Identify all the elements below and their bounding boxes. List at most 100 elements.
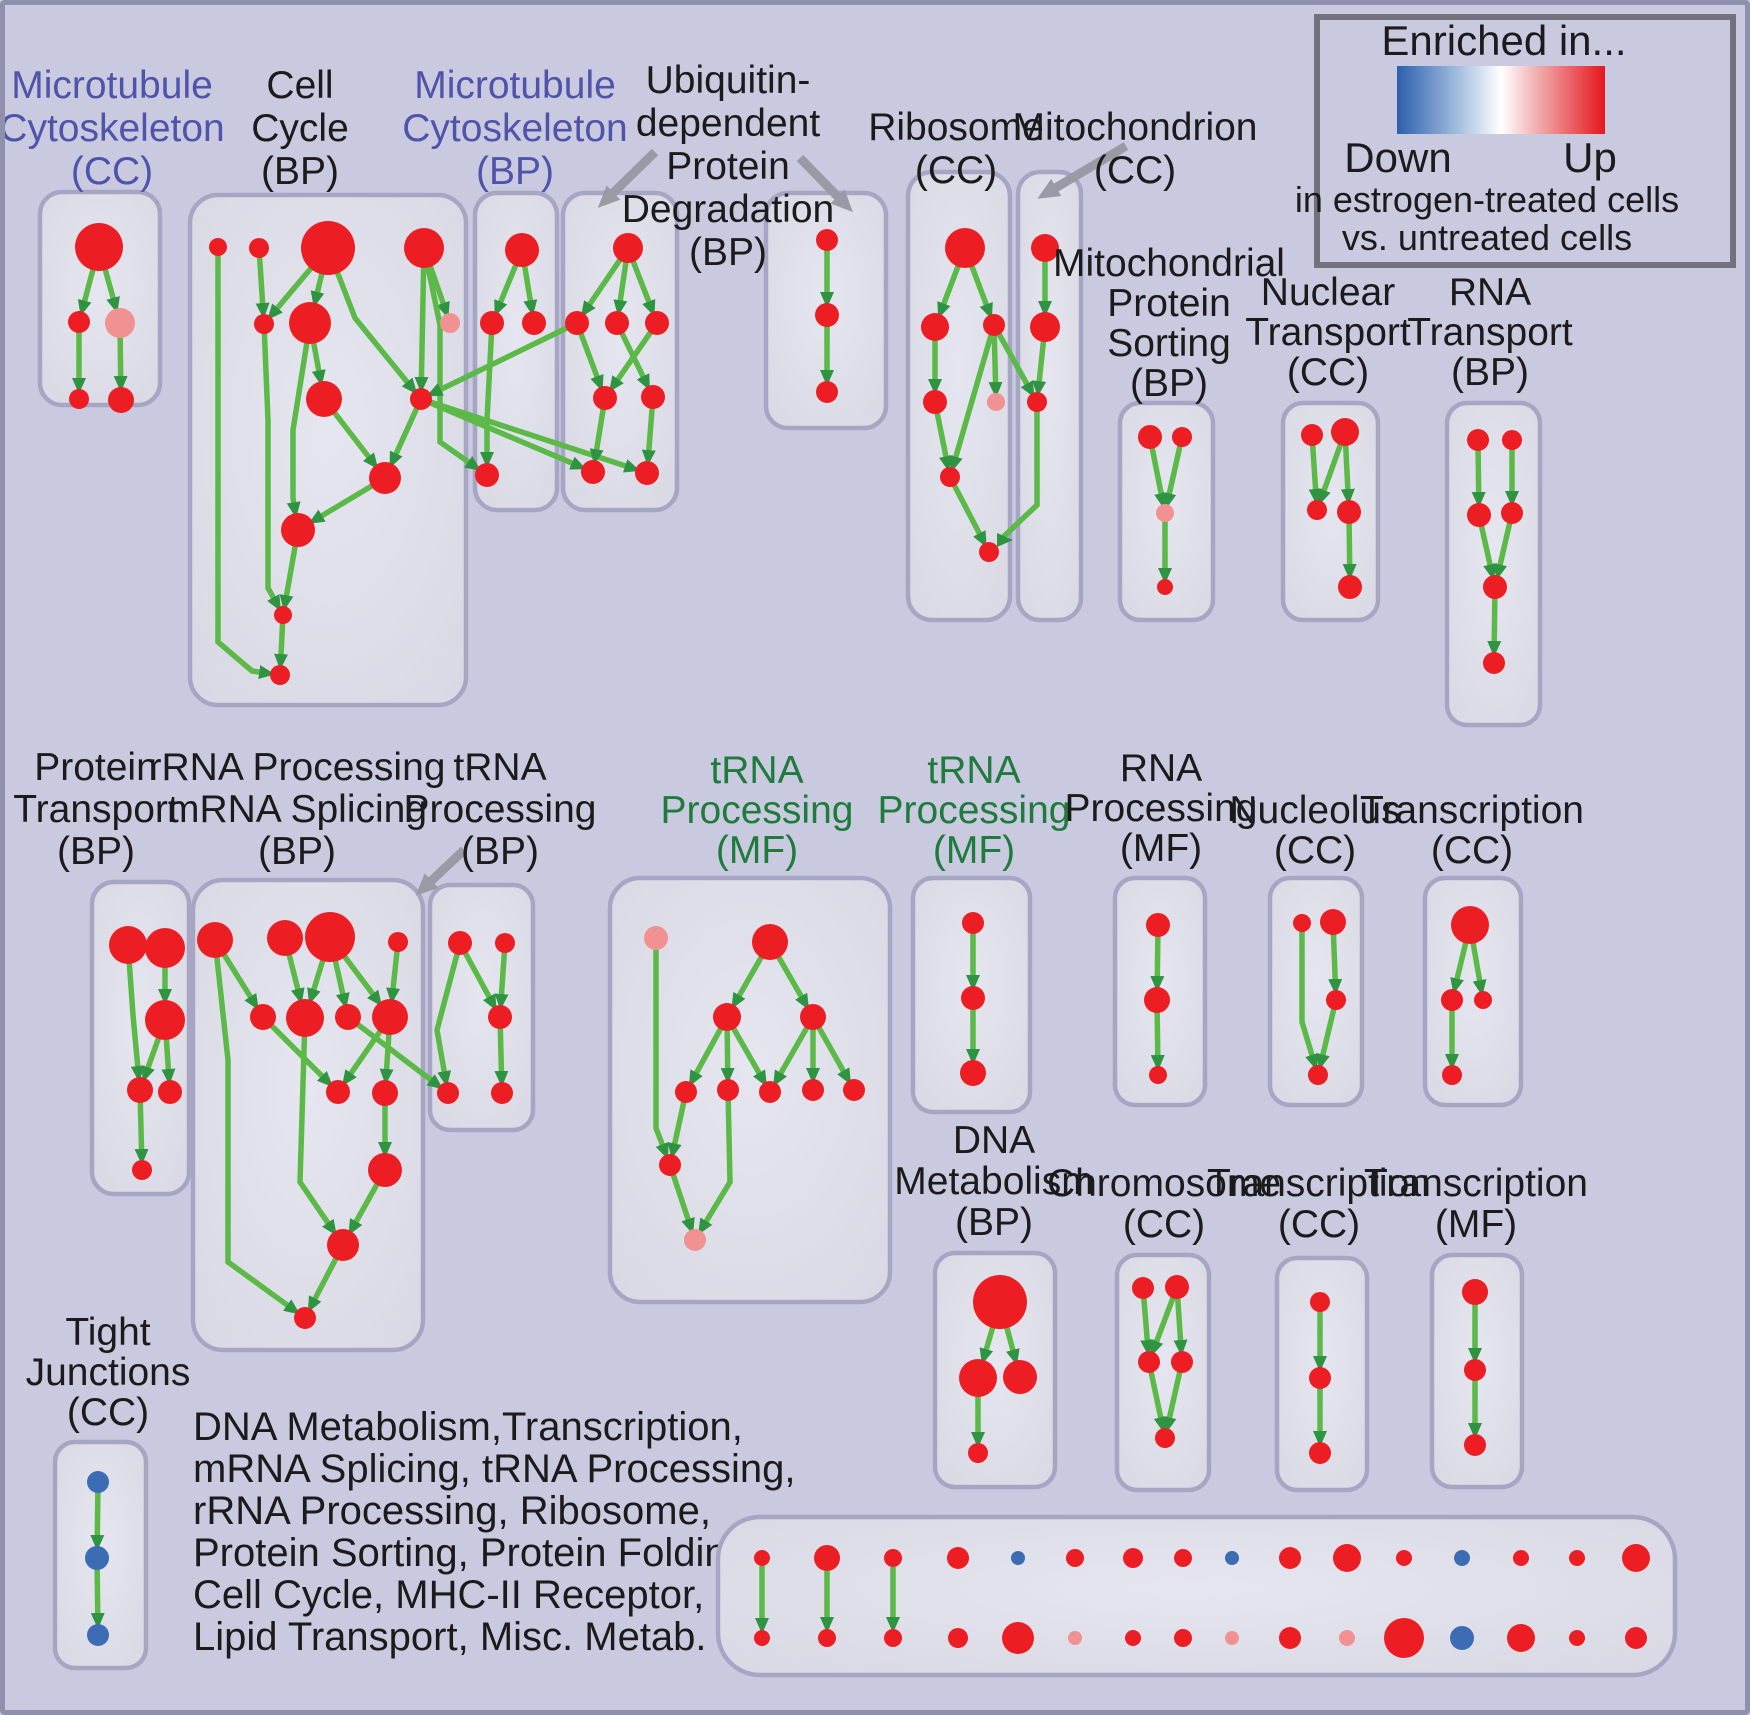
- edge-C5-C12: [261, 323, 281, 612]
- strip-node-bottom-15: [1625, 1627, 1647, 1649]
- legend-down-label: Down: [1344, 134, 1451, 181]
- edge-U2-C9: [426, 320, 579, 397]
- go-group-box-nuclear-transport: [1280, 400, 1381, 623]
- strip-node-bottom-5: [1068, 1631, 1082, 1645]
- go-term-node-F3: [713, 1003, 741, 1031]
- strip-node-top-13: [1513, 1550, 1529, 1566]
- go-term-node-S6: [132, 1160, 152, 1180]
- strip-node-bottom-11: [1384, 1618, 1424, 1658]
- misc-cluster-text: DNA Metabolism,Transcription, mRNA Splici…: [193, 1405, 795, 1659]
- go-term-node-D1: [368, 1153, 402, 1187]
- go-term-node-K3: [960, 1060, 986, 1086]
- go-term-node-C11: [281, 513, 315, 547]
- go-term-node-R7: [979, 542, 999, 562]
- strip-node-bottom-7: [1174, 1629, 1192, 1647]
- go-term-node-J1: [1293, 914, 1311, 932]
- edge-G2-D2: [297, 1017, 337, 1236]
- go-term-node-X2: [495, 933, 515, 953]
- go-term-node-E1: [1132, 1277, 1154, 1299]
- edge-R6-R7: [947, 475, 987, 548]
- go-term-nodes: [68, 221, 1523, 1646]
- strip-node-bottom-1: [818, 1629, 836, 1647]
- go-term-node-P3: [1156, 504, 1174, 522]
- strip-node-top-8: [1225, 1551, 1239, 1565]
- go-term-node-C10: [369, 462, 401, 494]
- go-term-node-T2: [267, 920, 303, 956]
- mito-sorting-label: Mitochondrial Protein Sorting (BP): [1053, 242, 1285, 405]
- go-term-node-H1: [326, 1080, 350, 1104]
- chromosome-label: Chromosome (CC): [1047, 1162, 1281, 1246]
- go-term-node-Z3: [87, 1624, 109, 1646]
- group-labels: Microtubule Cytoskeleton (CC) Cell Cycle (BP)…: [0, 59, 1588, 1659]
- edge-F1-F10: [653, 938, 669, 1160]
- go-term-node-C4: [404, 228, 444, 268]
- tight-junctions-label: Tight Junctions (CC): [26, 1311, 191, 1434]
- go-term-node-S5: [158, 1080, 182, 1104]
- go-term-node-G1: [250, 1004, 276, 1030]
- go-term-node-D3: [294, 1307, 316, 1329]
- go-term-node-U5: [593, 386, 617, 410]
- go-term-node-P2: [1172, 427, 1192, 447]
- go-term-node-Y1: [1462, 1279, 1488, 1305]
- go-term-node-J3: [1326, 990, 1346, 1010]
- go-term-node-B4: [968, 1443, 988, 1463]
- go-term-node-G4: [372, 999, 408, 1035]
- strip-node-top-15: [1622, 1544, 1650, 1572]
- go-term-node-B2: [959, 1359, 997, 1397]
- go-term-node-C13: [270, 665, 290, 685]
- go-term-node-F5: [675, 1081, 697, 1103]
- edge-S1-S4: [125, 944, 145, 1083]
- go-term-node-C6: [289, 302, 331, 344]
- mitochondrion-label: Mitochondrion (CC): [1013, 106, 1258, 192]
- go-group-box-ribosome: [905, 169, 1013, 623]
- edge-P2-P3: [1162, 436, 1185, 510]
- go-term-node-T3: [305, 912, 355, 962]
- go-term-node-A4: [69, 389, 89, 409]
- go-term-node-U1: [613, 233, 643, 263]
- go-term-node-I3: [1149, 1066, 1167, 1084]
- go-term-node-F2: [752, 924, 788, 960]
- go-term-node-D2: [327, 1229, 359, 1261]
- go-group-box-microtubule-cc: [37, 189, 163, 408]
- go-term-node-V2: [815, 303, 839, 327]
- go-term-node-S1: [109, 926, 147, 964]
- edge-X1-X4: [434, 942, 463, 1088]
- ubiquitin-label: Ubiquitin-dependent Protein Degradation (BP…: [622, 59, 834, 274]
- go-term-node-X5: [491, 1082, 513, 1104]
- go-term-node-Y3: [1464, 1434, 1486, 1456]
- microtubule-bp-label: Microtubule Cytoskeleton (BP): [402, 64, 627, 193]
- go-term-node-X4: [437, 1082, 459, 1104]
- go-term-node-U8: [635, 461, 659, 485]
- go-term-node-F1: [644, 926, 668, 950]
- strip-node-bottom-2: [884, 1629, 902, 1647]
- go-term-node-E5: [1155, 1428, 1175, 1448]
- go-term-node-M3: [522, 311, 546, 335]
- legend-subtitle-line1: in estrogen-treated cells: [1295, 179, 1679, 220]
- edge-G1-H1: [261, 1015, 334, 1088]
- legend-subtitle-line2: vs. untreated cells: [1342, 217, 1632, 258]
- strip-node-bottom-14: [1569, 1630, 1585, 1646]
- go-term-node-A3: [105, 308, 135, 338]
- go-group-box-chromosome: [1114, 1252, 1212, 1493]
- rrna-mrna-label: rRNA Processing mRNA Splicing (BP): [149, 746, 446, 873]
- enrichment-gradient-bar: [1397, 66, 1605, 134]
- go-term-node-F8: [802, 1079, 824, 1101]
- go-term-node-L4: [1442, 1065, 1462, 1085]
- go-term-node-F6: [717, 1079, 739, 1101]
- go-term-node-P1: [1138, 425, 1162, 449]
- go-term-node-R5: [987, 393, 1005, 411]
- go-term-node-O1: [1310, 1292, 1330, 1312]
- edge-F6-F11: [698, 1089, 733, 1235]
- go-term-node-S2: [145, 928, 185, 968]
- edge-J1-J4: [1299, 923, 1319, 1071]
- go-term-node-E2: [1165, 1275, 1189, 1299]
- go-term-node-N1: [1301, 424, 1323, 446]
- legend-up-label: Up: [1563, 134, 1617, 181]
- go-term-node-A1: [75, 223, 123, 271]
- go-term-node-E4: [1171, 1351, 1193, 1373]
- go-term-node-S4: [127, 1077, 153, 1103]
- cell-cycle-label: Cell Cycle (BP): [251, 64, 349, 193]
